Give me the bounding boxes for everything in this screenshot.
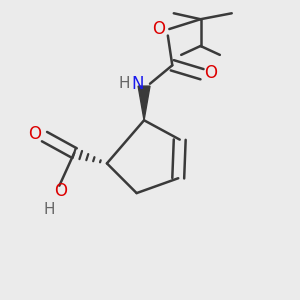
Polygon shape: [138, 86, 150, 120]
Text: O: O: [54, 182, 67, 200]
Text: O: O: [204, 64, 218, 82]
Text: H: H: [43, 202, 55, 217]
Text: O: O: [152, 20, 165, 38]
Text: O: O: [28, 125, 41, 143]
Text: N: N: [131, 75, 144, 93]
Text: H: H: [118, 76, 130, 91]
